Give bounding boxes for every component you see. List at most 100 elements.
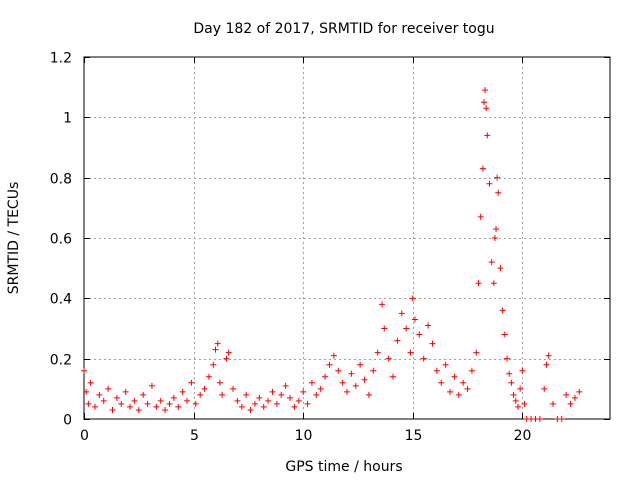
data-point (512, 397, 519, 404)
data-point (201, 385, 208, 392)
data-point (247, 406, 254, 413)
x-tick-label: 20 (514, 428, 532, 444)
data-point (361, 376, 368, 383)
grid-lines (84, 57, 610, 419)
data-point (87, 379, 94, 386)
data-point (488, 259, 495, 266)
data-point (317, 385, 324, 392)
data-point (374, 349, 381, 356)
data-point (212, 346, 219, 353)
data-point (335, 367, 342, 374)
data-point (234, 397, 241, 404)
data-point (170, 394, 177, 401)
data-point (100, 397, 107, 404)
data-point (541, 385, 548, 392)
axis-ticks: 0 5 10 15 20 0 0.2 0.4 0.6 0.8 1 1.2 (50, 51, 610, 444)
data-point (490, 280, 497, 287)
data-point (83, 388, 90, 395)
data-point (304, 400, 311, 407)
x-tick-label: 0 (80, 428, 89, 444)
data-point (543, 361, 550, 368)
data-point (91, 403, 98, 410)
data-point (179, 388, 186, 395)
data-point (447, 388, 454, 395)
x-tick-label: 5 (190, 428, 199, 444)
y-tick-label: 0.4 (50, 292, 72, 308)
data-point (365, 391, 372, 398)
data-point (188, 379, 195, 386)
data-point (576, 388, 583, 395)
data-point (339, 379, 346, 386)
data-point (113, 394, 120, 401)
data-point (148, 382, 155, 389)
data-point (479, 165, 486, 172)
data-point (409, 295, 416, 302)
data-point (162, 406, 169, 413)
data-point (468, 367, 475, 374)
data-point (140, 391, 147, 398)
data-point (352, 382, 359, 389)
data-point (205, 373, 212, 380)
plot-frame (83, 56, 611, 420)
data-point (521, 400, 528, 407)
data-point (425, 322, 432, 329)
data-point (379, 301, 386, 308)
data-point (480, 99, 487, 106)
data-point (403, 325, 410, 332)
data-point (322, 373, 329, 380)
y-tick-label: 0.8 (50, 172, 72, 188)
data-point (251, 400, 258, 407)
data-points (81, 87, 583, 422)
y-axis-label: SRMTID / TECUs (6, 182, 22, 295)
data-point (265, 397, 272, 404)
data-point (420, 355, 427, 362)
data-point (381, 325, 388, 332)
data-point (175, 403, 182, 410)
data-point (118, 400, 125, 407)
data-point (210, 361, 217, 368)
data-point (243, 391, 250, 398)
x-axis-label: GPS time / hours (285, 459, 402, 475)
data-point (494, 174, 501, 181)
data-point (282, 382, 289, 389)
data-point (416, 331, 423, 338)
data-point (398, 310, 405, 317)
data-point (287, 394, 294, 401)
data-point (300, 388, 307, 395)
data-point (238, 403, 245, 410)
data-point (135, 406, 142, 413)
data-point (96, 391, 103, 398)
data-point (451, 373, 458, 380)
data-point (105, 385, 112, 392)
data-point (192, 400, 199, 407)
data-point (109, 406, 116, 413)
data-point (536, 416, 543, 422)
data-point (464, 385, 471, 392)
data-point (225, 349, 232, 356)
data-point (495, 189, 502, 196)
data-point (308, 379, 315, 386)
data-point (455, 391, 462, 398)
y-tick-label: 0.6 (50, 232, 72, 248)
chart-title: Day 182 of 2017, SRMTID for receiver tog… (193, 21, 494, 37)
data-point (256, 394, 263, 401)
data-point (497, 265, 504, 272)
data-point (166, 400, 173, 407)
data-point (514, 403, 521, 410)
data-point (326, 361, 333, 368)
y-tick-label: 0 (63, 413, 72, 429)
data-point (407, 349, 414, 356)
data-point (503, 355, 510, 362)
data-point (433, 367, 440, 374)
data-point (473, 349, 480, 356)
data-point (484, 132, 491, 139)
data-point (273, 400, 280, 407)
data-point (357, 361, 364, 368)
data-point (483, 105, 490, 112)
data-point (545, 352, 552, 359)
data-point (385, 355, 392, 362)
data-point (411, 316, 418, 323)
data-point (477, 213, 484, 220)
data-point (216, 379, 223, 386)
data-point (460, 379, 467, 386)
